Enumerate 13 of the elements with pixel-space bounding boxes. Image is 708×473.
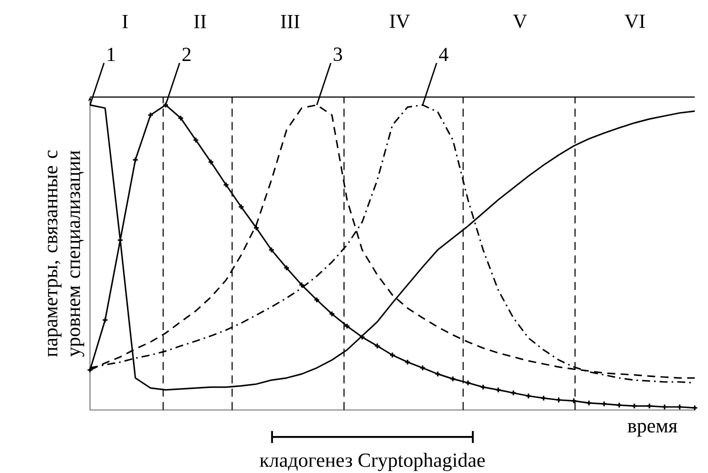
text: 4 — [439, 48, 448, 61]
text: VI — [624, 14, 645, 28]
x-axis-title: время — [628, 422, 678, 437]
text: III — [280, 15, 300, 28]
text: кладогенез Cryptophagidae — [260, 452, 485, 472]
text: I — [122, 15, 128, 28]
y-axis-title: параметры, связанные с уровнем специализации — [48, 150, 84, 357]
text: 1 — [108, 48, 115, 61]
text: V — [513, 14, 528, 28]
text: II — [194, 15, 206, 28]
text: IV — [390, 14, 410, 28]
text: 2 — [182, 48, 190, 61]
text: 3 — [334, 48, 342, 61]
